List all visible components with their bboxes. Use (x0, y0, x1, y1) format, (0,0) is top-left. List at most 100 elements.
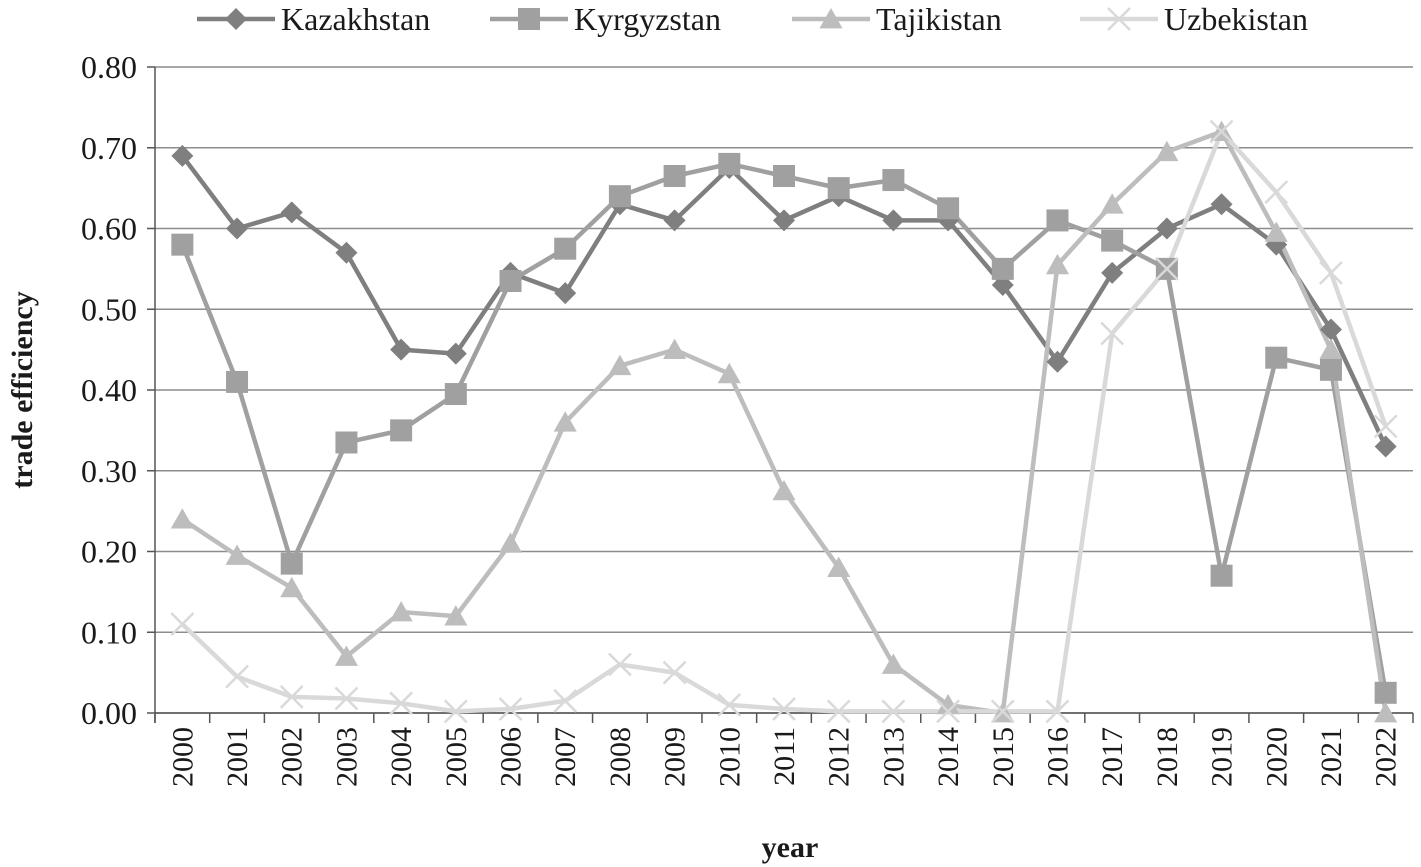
data-point-kyrgyzstan (1265, 346, 1288, 369)
data-point-kazakhstan (1046, 350, 1069, 373)
legend-marker (225, 8, 247, 30)
data-point-uzbekistan (334, 686, 359, 711)
data-point-kazakhstan (335, 241, 358, 264)
x-tick-label: 2009 (659, 727, 692, 787)
series-line-kazakhstan (180, 154, 1388, 448)
data-point-kyrgyzstan (499, 269, 522, 292)
data-point-uzbekistan (1154, 256, 1179, 281)
x-tick-label: 2002 (276, 727, 309, 787)
data-point-uzbekistan (225, 664, 249, 689)
y-tick-label: 0.70 (81, 130, 137, 166)
data-point-kazakhstan (1155, 217, 1178, 240)
data-point-uzbekistan (772, 697, 796, 721)
data-point-kyrgyzstan (335, 431, 358, 454)
data-point-uzbekistan (279, 684, 304, 709)
data-point-uzbekistan (826, 699, 851, 724)
data-point-kazakhstan (663, 209, 686, 232)
data-point-tajikistan (389, 601, 413, 622)
data-point-tajikistan (170, 508, 194, 529)
data-point-tajikistan (444, 605, 468, 626)
data-point-tajikistan (1155, 140, 1179, 162)
data-point-tajikistan (608, 354, 632, 376)
data-point-tajikistan (1319, 338, 1343, 359)
data-point-uzbekistan (1319, 261, 1343, 285)
data-point-kazakhstan (171, 144, 194, 167)
data-point-kyrgyzstan (608, 185, 631, 208)
data-point-kazakhstan (882, 209, 905, 232)
legend-item-kazakhstan: Kazakhstan (197, 1, 430, 37)
legend-marker (1107, 7, 1131, 31)
legend-item-kyrgyzstan: Kyrgyzstan (490, 1, 721, 37)
x-tick-label: 2014 (932, 727, 965, 787)
legend-marker (819, 8, 843, 29)
data-point-kazakhstan (1374, 435, 1397, 458)
data-point-uzbekistan (553, 689, 578, 713)
data-point-uzbekistan (662, 660, 687, 685)
x-tick-label: 2004 (385, 727, 418, 787)
gridlines (155, 66, 1413, 714)
data-point-kyrgyzstan (882, 169, 905, 192)
x-tick-label: 2018 (1151, 727, 1184, 787)
legend: Kazakhstan Kyrgyzstan Tajikistan Uzbekistan (197, 1, 1308, 37)
data-point-kyrgyzstan (663, 165, 686, 188)
x-tick-label: 2001 (221, 727, 254, 787)
data-point-kazakhstan (444, 342, 467, 365)
y-tick-label: 0.60 (81, 211, 137, 247)
x-axis-title: year (762, 831, 819, 864)
x-tick-label: 2020 (1260, 727, 1293, 787)
data-point-tajikistan (1100, 193, 1124, 214)
data-point-kyrgyzstan (1210, 564, 1233, 587)
data-point-uzbekistan (608, 652, 632, 677)
x-tick-label: 2012 (823, 727, 856, 787)
data-point-uzbekistan (1045, 699, 1070, 724)
data-point-tajikistan (663, 338, 687, 359)
x-tick-label: 2005 (440, 727, 473, 787)
data-point-uzbekistan (1264, 180, 1289, 205)
data-point-tajikistan (280, 576, 304, 598)
x-tick-label: 2003 (330, 727, 363, 787)
axes (147, 66, 1414, 723)
x-tick-label: 2022 (1370, 727, 1403, 787)
data-point-uzbekistan (1373, 414, 1398, 439)
data-point-uzbekistan (1100, 321, 1125, 346)
data-point-tajikistan (827, 556, 851, 577)
series-markers (170, 119, 1398, 724)
data-point-kyrgyzstan (827, 177, 850, 200)
series-line-kyrgyzstan (180, 161, 1388, 694)
data-point-uzbekistan (170, 612, 195, 637)
data-point-tajikistan (1264, 221, 1288, 242)
data-point-uzbekistan (389, 691, 414, 716)
data-point-kyrgyzstan (1101, 229, 1124, 252)
data-point-uzbekistan (717, 693, 742, 717)
y-tick-label: 0.30 (81, 453, 137, 489)
y-tick-label: 0.40 (81, 372, 137, 408)
legend-label: Tajikistan (876, 1, 1002, 37)
legend-item-tajikistan: Tajikistan (792, 1, 1002, 37)
data-point-kyrgyzstan (444, 383, 467, 406)
data-point-kyrgyzstan (718, 152, 741, 175)
legend-label: Kazakhstan (281, 1, 430, 37)
data-point-tajikistan (717, 362, 741, 384)
data-point-kyrgyzstan (1374, 681, 1397, 704)
x-tick-labels: 2000 2001 2002 2003 2004 2005 2006 2007 2008 2009… (166, 727, 1402, 787)
x-tick-label: 2019 (1206, 727, 1239, 787)
data-point-uzbekistan (443, 699, 468, 724)
x-tick-label: 2011 (768, 727, 801, 786)
y-tick-label: 0.80 (81, 49, 137, 85)
data-point-kazakhstan (280, 201, 303, 224)
x-tick-label: 2013 (877, 727, 910, 787)
data-point-kyrgyzstan (991, 257, 1014, 280)
x-tick-label: 2010 (713, 727, 746, 787)
data-point-tajikistan (936, 693, 960, 715)
data-point-kyrgyzstan (937, 197, 960, 220)
x-tick-label: 2006 (495, 727, 528, 787)
data-point-kazakhstan (773, 209, 795, 232)
data-point-tajikistan (772, 479, 796, 501)
data-point-tajikistan (881, 653, 905, 674)
data-point-kazakhstan (390, 338, 413, 361)
data-point-kyrgyzstan (773, 165, 795, 188)
data-point-tajikistan (1045, 253, 1070, 275)
y-tick-label: 0.10 (81, 614, 137, 650)
data-point-uzbekistan (990, 699, 1015, 724)
